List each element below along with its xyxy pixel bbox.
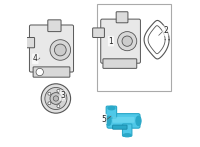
Circle shape bbox=[118, 32, 137, 51]
FancyBboxPatch shape bbox=[101, 19, 140, 63]
Circle shape bbox=[36, 68, 43, 76]
Circle shape bbox=[54, 44, 66, 56]
Text: 4: 4 bbox=[33, 54, 38, 63]
Circle shape bbox=[48, 102, 51, 105]
Text: 3: 3 bbox=[60, 91, 65, 100]
Circle shape bbox=[45, 87, 67, 110]
Circle shape bbox=[57, 105, 60, 108]
FancyBboxPatch shape bbox=[29, 25, 74, 72]
Circle shape bbox=[48, 92, 51, 95]
FancyBboxPatch shape bbox=[103, 59, 137, 68]
Circle shape bbox=[41, 84, 71, 113]
FancyBboxPatch shape bbox=[21, 37, 35, 48]
Circle shape bbox=[57, 89, 60, 92]
Ellipse shape bbox=[106, 116, 111, 126]
Text: 5: 5 bbox=[101, 115, 106, 124]
Polygon shape bbox=[148, 26, 165, 54]
Text: 1: 1 bbox=[109, 37, 113, 46]
FancyBboxPatch shape bbox=[116, 12, 128, 23]
FancyBboxPatch shape bbox=[122, 124, 132, 136]
FancyBboxPatch shape bbox=[33, 67, 70, 77]
Ellipse shape bbox=[108, 106, 115, 110]
Circle shape bbox=[50, 40, 71, 60]
FancyBboxPatch shape bbox=[48, 20, 61, 32]
Circle shape bbox=[63, 97, 65, 100]
Ellipse shape bbox=[136, 116, 141, 126]
Circle shape bbox=[53, 96, 59, 101]
FancyBboxPatch shape bbox=[107, 114, 140, 128]
FancyBboxPatch shape bbox=[93, 28, 104, 37]
FancyBboxPatch shape bbox=[113, 125, 127, 129]
FancyBboxPatch shape bbox=[97, 4, 171, 91]
Ellipse shape bbox=[123, 134, 131, 137]
FancyBboxPatch shape bbox=[112, 117, 135, 123]
Text: 2: 2 bbox=[163, 26, 168, 35]
Circle shape bbox=[122, 36, 132, 46]
FancyBboxPatch shape bbox=[106, 106, 117, 118]
Circle shape bbox=[50, 93, 62, 104]
